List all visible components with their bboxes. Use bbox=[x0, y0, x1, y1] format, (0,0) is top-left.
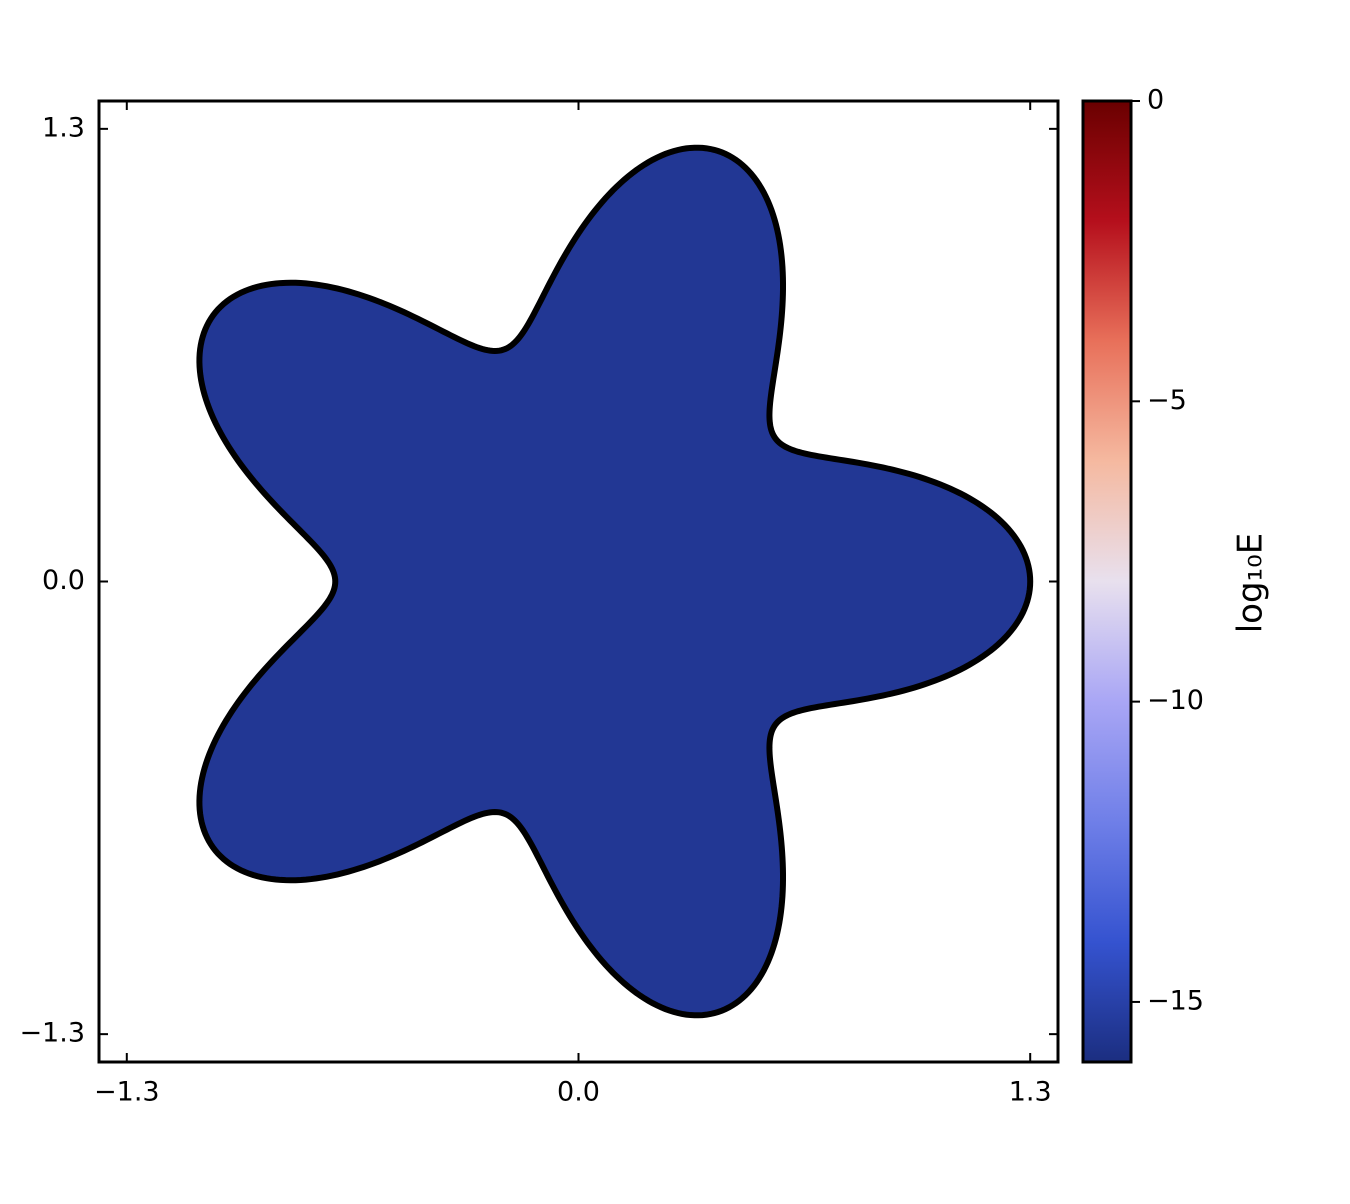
x-tick-label: 0.0 bbox=[557, 1077, 600, 1108]
colorbar-label: log₁₀E bbox=[1231, 533, 1271, 634]
colorbar-tick-label: −10 bbox=[1147, 685, 1204, 716]
colorbar-tick-label: 0 bbox=[1147, 85, 1164, 116]
domain-boundary bbox=[196, 144, 1034, 1019]
plot-area bbox=[196, 144, 1034, 1019]
y-tick-label: 0.0 bbox=[42, 565, 85, 596]
y-tick-label: −1.3 bbox=[19, 1018, 85, 1049]
heatmap-region bbox=[199, 147, 1031, 1016]
colorbar bbox=[1081, 99, 1133, 1064]
x-tick-label: 1.3 bbox=[1009, 1077, 1052, 1108]
colorbar-tick-label: −5 bbox=[1147, 385, 1187, 416]
x-tick-label: −1.3 bbox=[94, 1077, 160, 1108]
y-tick-label: 1.3 bbox=[42, 112, 85, 143]
colorbar-tick-label: −15 bbox=[1147, 985, 1204, 1016]
